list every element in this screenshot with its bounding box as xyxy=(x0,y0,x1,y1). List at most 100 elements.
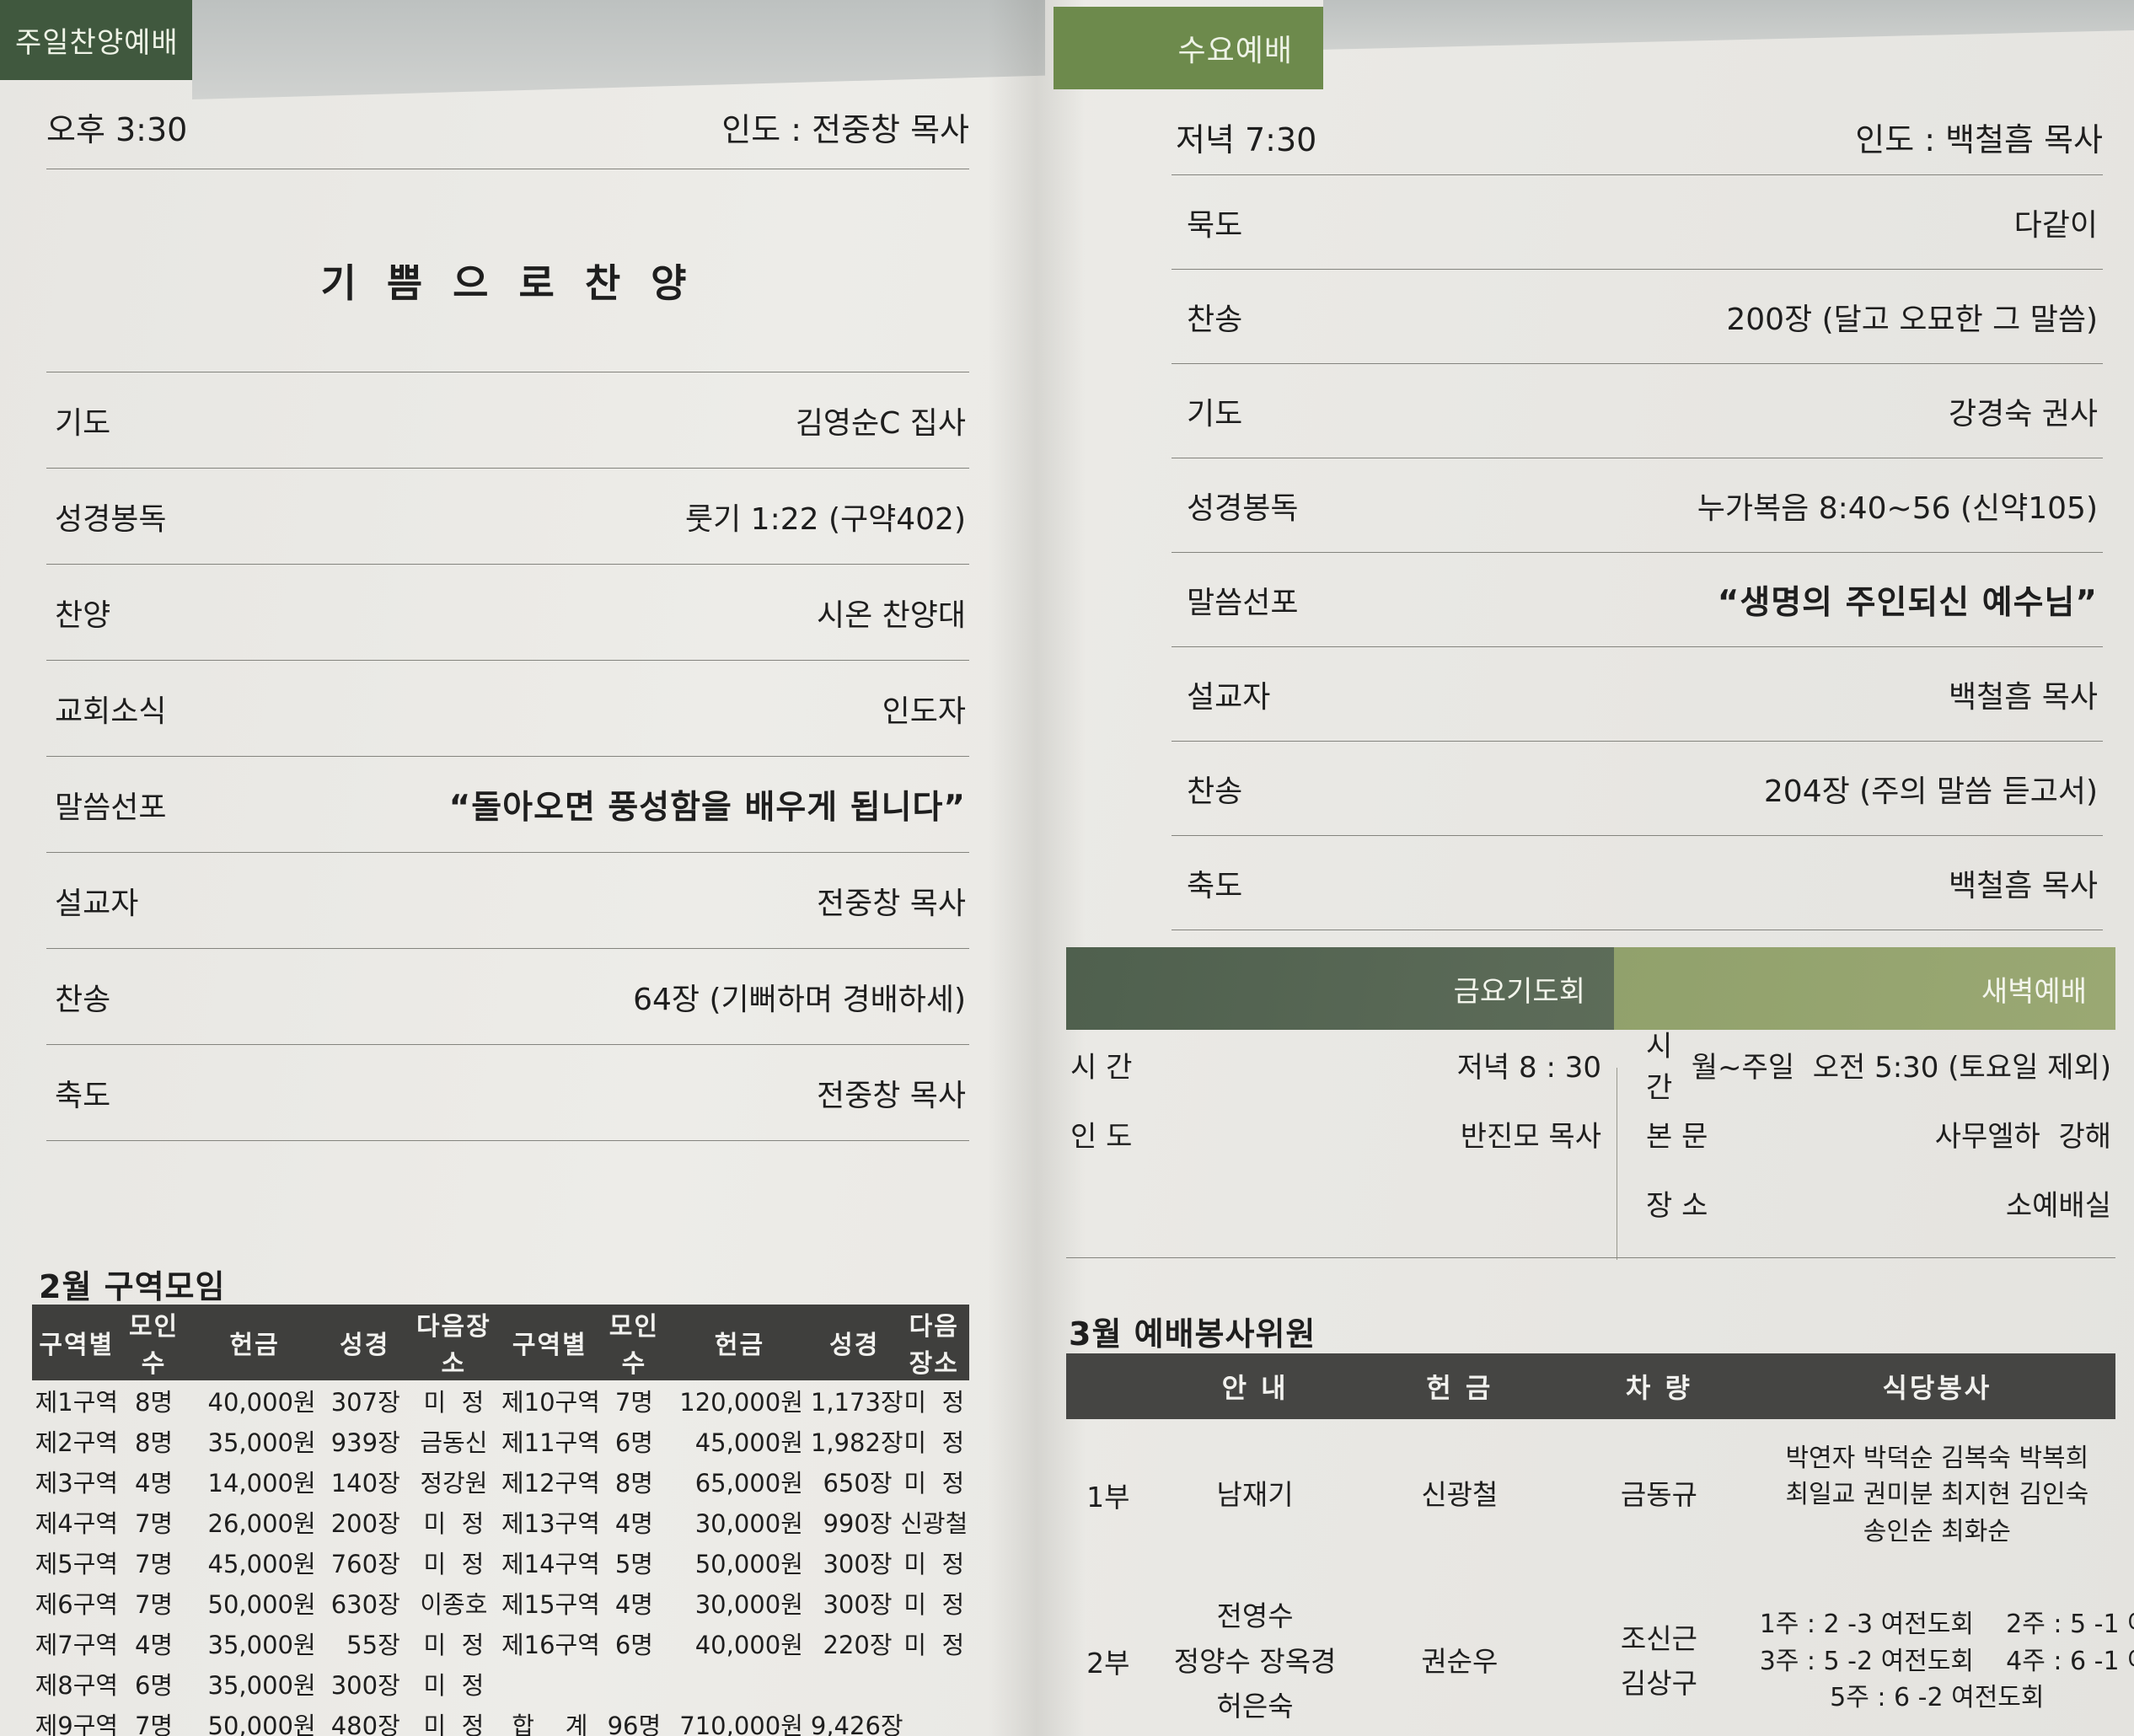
order-row: 찬송 204장 (주의 말씀 듣고서) xyxy=(1172,742,2103,836)
column-header: 헌 금 xyxy=(1359,1353,1560,1419)
table-cell: 제5구역 xyxy=(35,1550,119,1578)
order-value: 강경숙 권사 xyxy=(1948,396,2098,431)
order-label: 설교자 xyxy=(1187,679,1271,715)
cell-line: 1주 : 2 -3 여전도회 2주 : 5 -1 여전도회 xyxy=(1759,1610,2134,1639)
order-row: 말씀선포 “돌아오면 풍성함을 배우게 됩니다” xyxy=(46,757,969,853)
table-cell: 제13구역 xyxy=(501,1509,600,1538)
table-cell: 전영수 정양수 장옥경 허은숙 xyxy=(1150,1571,1360,1736)
order-label: 말씀선포 xyxy=(55,790,167,825)
table-cell: 미 정 xyxy=(903,1590,965,1619)
table-cell: 760장 xyxy=(330,1550,400,1578)
wednesday-service-headrow: 저녁 7:30 인도 : 백철흠 목사 xyxy=(1176,110,2103,163)
table-row: 제1구역 8명 40,000원 307장 미 정 제10구역 7명 120,000원 1,173… xyxy=(32,1380,969,1421)
table-cell: 50,000원 xyxy=(207,1711,316,1736)
order-row: 찬양 시온 찬양대 xyxy=(46,565,969,661)
order-label: 축도 xyxy=(1187,868,1243,903)
table-cell: 990장 xyxy=(823,1509,893,1538)
table-cell: 65,000원 xyxy=(694,1469,803,1498)
page-fold-shadow xyxy=(988,0,1086,1736)
table-cell: 제11구역 xyxy=(501,1428,600,1457)
detail-value: 소예배실 xyxy=(2005,1188,2111,1223)
detail-label: 시 간 xyxy=(1646,1030,1673,1105)
table-cell: 제8구역 xyxy=(35,1671,119,1700)
cell-line: 전영수 xyxy=(1216,1599,1294,1633)
table-cell: 신광철 xyxy=(900,1509,968,1538)
order-row: 성경봉독 누가복음 8:40~56 (신약105) xyxy=(1172,458,2103,553)
cell-line: 김상구 xyxy=(1620,1667,1697,1701)
order-row: 설교자 전중창 목사 xyxy=(46,853,969,949)
order-label: 기도 xyxy=(55,405,111,441)
order-label: 교회소식 xyxy=(55,694,167,729)
order-value: 200장 (달고 오묘한 그 말씀) xyxy=(1726,302,2099,337)
photo-background-band xyxy=(192,0,1045,99)
separator xyxy=(1066,1257,2115,1258)
table-cell: 제1구역 xyxy=(35,1388,119,1417)
table-cell: 35,000원 xyxy=(207,1428,316,1457)
dawn-service-tag: 새벽예배 xyxy=(1614,947,2115,1030)
table-cell: 630장 xyxy=(330,1590,400,1619)
cell-line: 조신근 xyxy=(1620,1621,1697,1655)
table-row: 제3구역 4명 14,000원 140장 정강원 제12구역 8명 65,000원 650장 미 … xyxy=(32,1461,969,1502)
order-label: 말씀선포 xyxy=(1187,585,1299,620)
detail-row: 장 소 소예배실 xyxy=(1646,1168,2111,1237)
cell-line: 3주 : 5 -2 여전도회 4주 : 6 -1 여전도회 xyxy=(1759,1646,2134,1676)
detail-row: 본 문 사무엘하 강해 xyxy=(1646,1099,2111,1168)
table-cell xyxy=(899,1664,969,1704)
order-value: 누가복음 8:40~56 (신약105) xyxy=(1697,490,2098,526)
order-row: 축도 백철흠 목사 xyxy=(1172,836,2103,930)
table-cell: 신광철 xyxy=(1360,1419,1560,1571)
table-cell: 미 정 xyxy=(903,1388,965,1417)
table-cell: 40,000원 xyxy=(207,1388,316,1417)
table-cell: 45,000원 xyxy=(207,1550,316,1578)
cell-line: 송인순 최화순 xyxy=(1863,1516,2011,1546)
table-cell: 제2구역 xyxy=(35,1428,119,1457)
table-cell: 7명 xyxy=(134,1711,174,1736)
table-cell: 1,173장 xyxy=(810,1388,903,1417)
order-label: 찬송 xyxy=(1187,302,1243,337)
table-cell: 40,000원 xyxy=(694,1631,803,1659)
order-value: 64장 (기뻐하며 경배하세) xyxy=(633,982,966,1017)
table-cell: 200장 xyxy=(330,1509,400,1538)
detail-value: 반진모 목사 xyxy=(1460,1119,1601,1154)
order-row: 교회소식 인도자 xyxy=(46,661,969,757)
cell-line: 신광철 xyxy=(1421,1478,1499,1512)
table-cell: 제14구역 xyxy=(501,1550,600,1578)
table-cell: 300장 xyxy=(823,1590,893,1619)
column-header: 구역별 xyxy=(500,1305,599,1380)
detail-row: 시 간 저녁 8 : 30 xyxy=(1070,1030,1601,1099)
order-value: 룻기 1:22 (구약402) xyxy=(684,501,966,537)
column-header: 다음장소 xyxy=(406,1305,501,1380)
order-value: 김영순C 집사 xyxy=(795,405,966,441)
table-cell: 미 정 xyxy=(423,1671,485,1700)
table-cell: 4명 xyxy=(134,1631,174,1659)
table-cell xyxy=(669,1664,810,1704)
table-cell: 미 정 xyxy=(903,1428,965,1457)
column-header xyxy=(1066,1353,1150,1419)
table-cell: 45,000원 xyxy=(694,1428,803,1457)
friday-prayer-tag: 금요기도회 xyxy=(1066,947,1614,1030)
committee-heading: 3월 예배봉사위원 xyxy=(1069,1315,1316,1353)
column-header: 식당봉사 xyxy=(1758,1353,2115,1419)
sunday-order-of-worship: 기도 김영순C 집사 성경봉독 룻기 1:22 (구약402) 찬양 시온 찬양대 교회소식… xyxy=(46,372,969,1141)
column-header: 차 량 xyxy=(1559,1353,1759,1419)
sunday-service-headrow: 오후 3:30 인도 : 전중창 목사 xyxy=(46,99,969,153)
order-row: 찬송 200장 (달고 오묘한 그 말씀) xyxy=(1172,270,2103,364)
table-cell: 220장 xyxy=(823,1631,893,1659)
cell-line: 박연자 박덕순 김복숙 박복희 xyxy=(1785,1443,2089,1473)
column-header: 모인수 xyxy=(598,1305,670,1380)
sunday-service-leader: 인도 : 전중창 목사 xyxy=(721,110,969,148)
cell-line: 최일교 권미분 최지현 김인숙 xyxy=(1785,1480,2089,1510)
order-label: 기도 xyxy=(1187,396,1243,431)
order-row: 성경봉독 룻기 1:22 (구약402) xyxy=(46,469,969,565)
column-header: 다음장소 xyxy=(898,1305,969,1380)
detail-label: 본 문 xyxy=(1646,1119,1708,1154)
detail-label: 장 소 xyxy=(1646,1188,1708,1223)
table-cell: 300장 xyxy=(823,1550,893,1578)
table-cell: 8명 xyxy=(134,1428,174,1457)
table-row: 제8구역 6명 35,000원 300장 미 정 xyxy=(32,1664,969,1704)
table-cell: 미 정 xyxy=(423,1509,485,1538)
order-value: 전중창 목사 xyxy=(816,1078,966,1113)
